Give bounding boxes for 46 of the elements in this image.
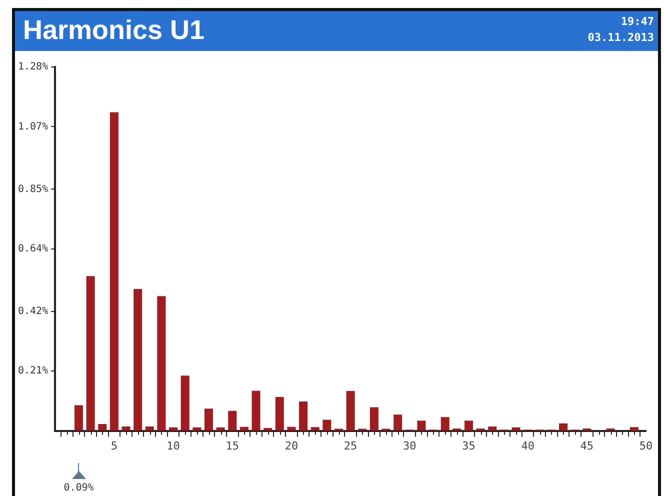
bar <box>440 417 450 431</box>
bar <box>322 420 332 431</box>
bar <box>417 420 426 431</box>
y-tick-label: 0.21% <box>18 366 48 377</box>
y-tick-label: 0.64% <box>18 243 48 254</box>
bar <box>394 414 402 431</box>
bar <box>464 420 473 431</box>
bar <box>299 402 308 431</box>
bar <box>204 408 213 431</box>
chart-title: Harmonics U1 <box>23 15 205 46</box>
bar <box>180 376 190 431</box>
bar <box>310 427 320 431</box>
bar <box>252 390 260 431</box>
y-tick-label: 1.28% <box>18 62 48 73</box>
bar <box>74 405 83 431</box>
x-tick-label: 50 <box>639 439 653 452</box>
x-tick-label: 35 <box>462 439 476 452</box>
text: 19:47 <box>620 14 654 30</box>
bar <box>559 423 568 431</box>
bar <box>488 426 497 431</box>
bar <box>157 296 166 431</box>
text: 0.09% <box>64 482 94 494</box>
x-tick-label: 45 <box>580 439 594 452</box>
x-tick-label: 5 <box>110 439 118 452</box>
bar <box>346 391 355 431</box>
bar <box>512 427 520 431</box>
y-tick-label: 0.85% <box>18 184 48 195</box>
x-tick-label: 40 <box>521 439 534 452</box>
y-tick-label: 0.42% <box>18 306 48 318</box>
text: 03.11.2013 <box>588 30 654 46</box>
y-tick-label: 1.07% <box>18 121 48 132</box>
x-tick-label: 15 <box>226 439 239 452</box>
bar <box>630 427 638 431</box>
x-tick-label: 10 <box>166 439 180 452</box>
bar <box>98 424 107 431</box>
x-tick-label: 30 <box>403 439 416 452</box>
bar <box>145 426 154 431</box>
x-tick-label: 20 <box>284 439 298 452</box>
bar <box>134 288 142 431</box>
bar <box>86 276 95 431</box>
bar <box>370 407 378 431</box>
bar <box>275 396 284 431</box>
bar <box>228 410 237 431</box>
x-tick-label: 25 <box>344 439 358 452</box>
bar <box>110 112 118 431</box>
bar <box>122 426 130 431</box>
